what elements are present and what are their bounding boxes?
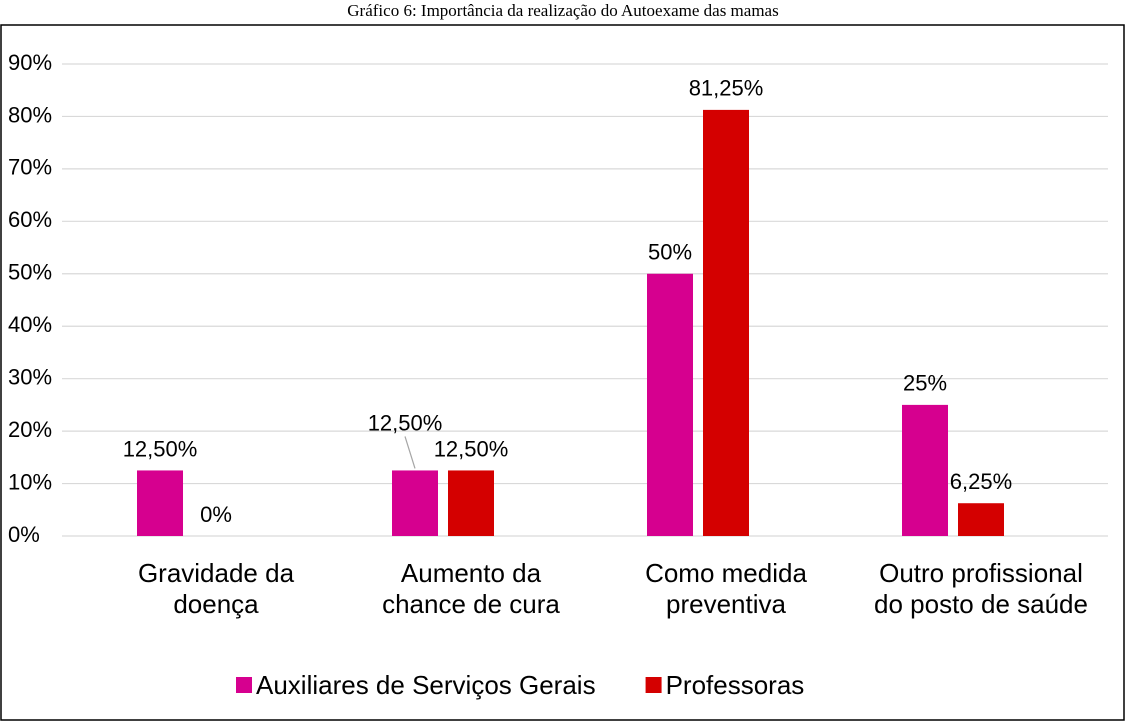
y-tick-label: 20%: [8, 417, 52, 442]
value-label: 12,50%: [434, 436, 509, 461]
bar: [647, 273, 693, 536]
bar: [392, 470, 438, 536]
x-tick-label-line: do posto de saúde: [874, 589, 1088, 619]
chart-frame: [0, 24, 1125, 721]
legend-swatch: [645, 677, 662, 693]
value-label: 6,25%: [950, 469, 1012, 494]
legend-label: Auxiliares de Serviços Gerais: [256, 670, 596, 700]
x-tick-label: Gravidade da doença: [138, 558, 295, 619]
bar: [902, 404, 948, 536]
bar: [958, 503, 1004, 536]
x-tick-label: Outro profissional do posto de saúde: [874, 558, 1088, 619]
value-label: 50%: [648, 240, 692, 265]
y-tick-label: 70%: [8, 155, 52, 180]
value-label: 12,50%: [123, 436, 198, 461]
y-tick-label: 60%: [8, 207, 52, 232]
x-tick-label-line: preventiva: [666, 589, 786, 619]
bar: [448, 470, 494, 536]
x-tick-label-line: Aumento da: [401, 558, 542, 588]
y-tick-label: 80%: [8, 102, 52, 127]
y-tick-label: 30%: [8, 364, 52, 389]
x-tick-label-line: Outro profissional: [879, 558, 1083, 588]
legend-label: Professoras: [666, 670, 805, 700]
bar: [137, 470, 183, 536]
y-tick-label: 10%: [8, 469, 52, 494]
x-tick-label-line: chance de cura: [382, 589, 560, 619]
y-tick-label: 40%: [8, 312, 52, 337]
y-tick-label: 0%: [8, 522, 40, 547]
x-tick-label-line: Como medida: [645, 558, 807, 588]
x-tick-label: Aumento da chance de cura: [382, 558, 560, 619]
value-label: 0%: [200, 502, 232, 527]
leader-line: [404, 436, 416, 469]
y-tick-label: 50%: [8, 260, 52, 285]
chart-title: Gráfico 6: Importância da realização do …: [347, 1, 778, 20]
x-tick-label-line: Gravidade da: [138, 558, 295, 588]
value-label: 12,50%: [368, 410, 443, 435]
legend-swatch: [236, 677, 252, 693]
bar: [703, 109, 749, 536]
y-tick-label: 90%: [8, 50, 52, 75]
x-tick-label-line: doença: [173, 589, 259, 619]
value-label: 81,25%: [689, 76, 764, 101]
x-tick-label: Como medida preventiva: [645, 558, 807, 619]
value-label: 25%: [903, 371, 947, 396]
